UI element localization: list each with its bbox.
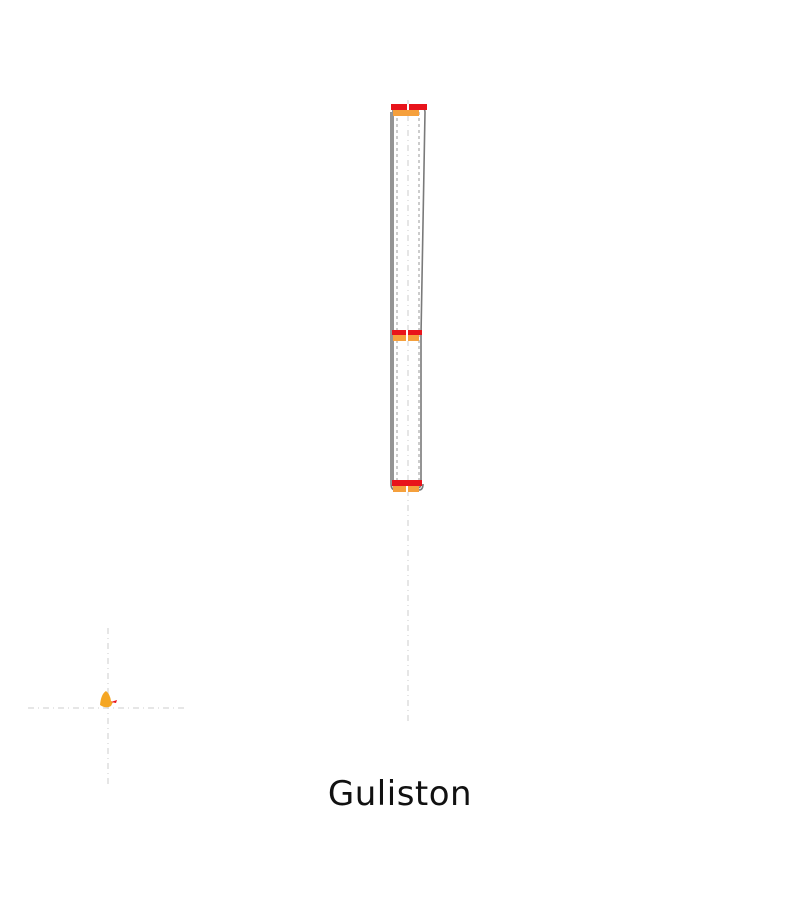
track-outer-loop: [392, 107, 426, 489]
station-platform-middle[interactable]: [392, 330, 422, 341]
location-marker[interactable]: [100, 691, 117, 708]
guide-lines: [28, 100, 409, 788]
location-marker-pointer: [111, 700, 117, 703]
station-platforms[interactable]: [391, 104, 427, 492]
station-platform-north[interactable]: [391, 104, 427, 116]
track-center-line: [396, 112, 420, 484]
city-name-label: Guliston: [327, 774, 473, 814]
track-inner-loop: [390, 112, 424, 491]
station-platform-south[interactable]: [392, 480, 422, 492]
location-marker-icon[interactable]: [100, 691, 113, 708]
